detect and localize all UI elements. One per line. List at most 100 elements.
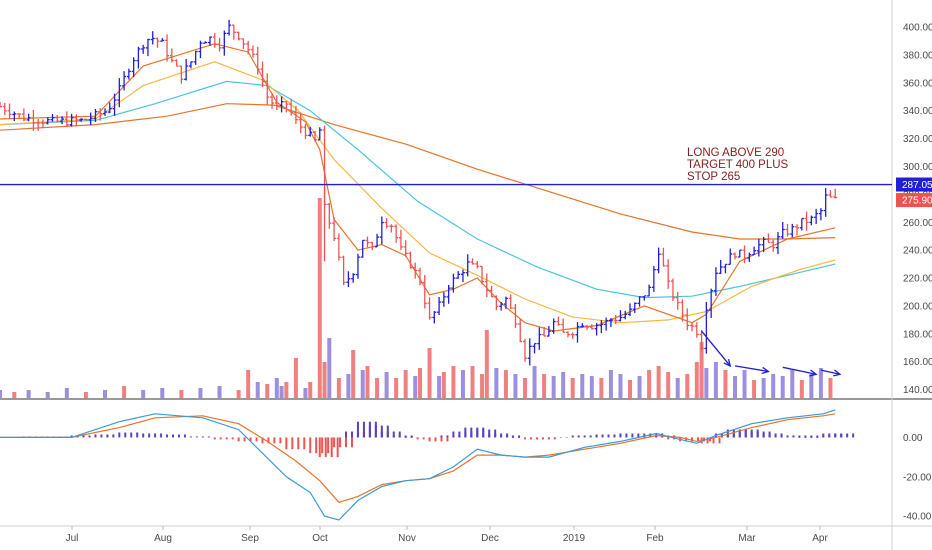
volume-bar — [293, 358, 298, 398]
macd-histogram-bar — [718, 437, 721, 444]
trend-arrow — [701, 330, 732, 368]
ohlc-bar — [117, 78, 122, 108]
ohlc-bar — [83, 118, 88, 121]
price-tick-label: 160.00 — [903, 357, 932, 368]
macd-histogram-bar — [201, 436, 204, 438]
time-tick-label: Feb — [646, 533, 664, 544]
macd-tick-label: -40.00 — [903, 512, 932, 523]
time-tick-label: Aug — [154, 533, 172, 544]
arrow-shaft — [782, 366, 817, 375]
ohlc-bar — [40, 119, 45, 128]
ohlc-bar — [60, 116, 65, 125]
macd-histogram-bar — [488, 433, 491, 438]
ohlc-bar — [690, 322, 695, 332]
macd-histogram-bar — [333, 437, 336, 448]
line-price-tag-box — [896, 177, 932, 192]
macd-histogram-bar — [189, 436, 192, 438]
ohlc-bar — [270, 92, 275, 109]
annotation-line-3: STOP 265 — [687, 171, 740, 183]
ohlc-bar — [141, 44, 146, 54]
ohlc-bar — [317, 127, 322, 141]
ohlc-bar — [747, 252, 752, 262]
arrow-head — [723, 358, 732, 368]
ohlc-bar — [651, 265, 656, 292]
macd-histogram-bar — [106, 434, 109, 438]
ohlc-bar — [79, 118, 84, 122]
ohlc-bar — [503, 296, 508, 309]
macd-histogram-bar — [350, 431, 353, 438]
annotation-line-1: LONG ABOVE 290 — [687, 147, 784, 159]
macd-histogram-bar — [118, 432, 121, 438]
arrow-head — [833, 369, 842, 377]
macd-histogram-bar — [339, 437, 342, 448]
time-axis[interactable]: Jul Aug Sep Oct Nov Dec 2019 Feb Mar Apr — [66, 526, 829, 544]
macd-histogram-bar — [225, 437, 228, 440]
macd-histogram-bar — [166, 434, 169, 438]
ohlc-bar — [45, 117, 50, 125]
ohlc-bar — [21, 108, 26, 122]
macd-histogram-bar — [619, 433, 622, 438]
ohlc-bar — [804, 211, 809, 231]
ohlc-bar — [250, 45, 255, 58]
macd-histogram-bar — [547, 437, 550, 438]
trend-arrow — [734, 365, 770, 375]
ohlc-bar — [17, 113, 22, 119]
ohlc-bar — [589, 324, 594, 330]
macd-histogram-bar — [768, 433, 771, 438]
macd-histogram-bar — [726, 429, 729, 438]
price-tick-label: 320.00 — [903, 134, 932, 145]
volume-bar — [303, 388, 308, 398]
ohlc-bar — [723, 263, 728, 274]
volume-bar — [451, 366, 456, 398]
ohlc-bar — [413, 262, 418, 279]
macd-histogram-bar — [172, 434, 175, 438]
macd-histogram-bar — [750, 431, 753, 438]
macd-histogram-bar — [500, 435, 503, 438]
macd-histogram-bar — [697, 437, 700, 442]
macd-pane — [0, 409, 855, 521]
ohlc-bar — [752, 246, 757, 256]
ohlc-bar — [608, 318, 613, 328]
macd-histogram-bar — [631, 433, 634, 438]
macd-histogram-bar — [810, 435, 813, 438]
macd-histogram-bar — [100, 434, 103, 438]
macd-histogram-bar — [345, 431, 348, 438]
ohlc-bar — [666, 259, 671, 289]
macd-histogram-bar — [356, 421, 359, 438]
volume-bar — [523, 378, 527, 398]
macd-histogram-bar — [565, 437, 568, 438]
volume-bar — [733, 376, 737, 398]
ohlc-bar — [169, 48, 174, 63]
ohlc-bar — [174, 59, 179, 67]
macd-histogram-bar — [318, 437, 321, 458]
volume-bar — [470, 366, 475, 398]
volume-bar — [351, 350, 356, 398]
ma-fast-line — [0, 43, 836, 332]
ohlc-bar — [379, 216, 384, 245]
price-axis[interactable]: 400.00380.00360.00340.00320.00300.00280.… — [896, 22, 932, 523]
macd-histogram-bar — [756, 431, 759, 438]
volume-bar — [0, 390, 2, 398]
ohlc-bar — [246, 40, 251, 55]
volume-bar — [628, 380, 632, 398]
macd-histogram-bar — [94, 434, 97, 438]
moving-averages — [0, 43, 836, 332]
macd-histogram-bar — [330, 437, 333, 458]
price-tick-label: 360.00 — [903, 78, 932, 89]
ohlc-bar — [799, 217, 804, 231]
macd-histogram-bar — [529, 437, 532, 440]
ohlc-bar — [327, 202, 332, 229]
volume-bar — [713, 362, 718, 398]
price-tick-label: 380.00 — [903, 50, 932, 61]
ohlc-bar — [484, 273, 489, 298]
volume-bar — [685, 374, 690, 398]
macd-histogram-bar — [410, 435, 413, 438]
macd-histogram-bar — [535, 437, 538, 440]
ohlc-bar — [265, 73, 270, 105]
ohlc-bar — [795, 224, 800, 236]
ohlc-bar — [523, 338, 527, 362]
macd-histogram-bar — [249, 437, 252, 442]
ohlc-bar — [188, 61, 193, 69]
volume-bar — [818, 368, 823, 398]
